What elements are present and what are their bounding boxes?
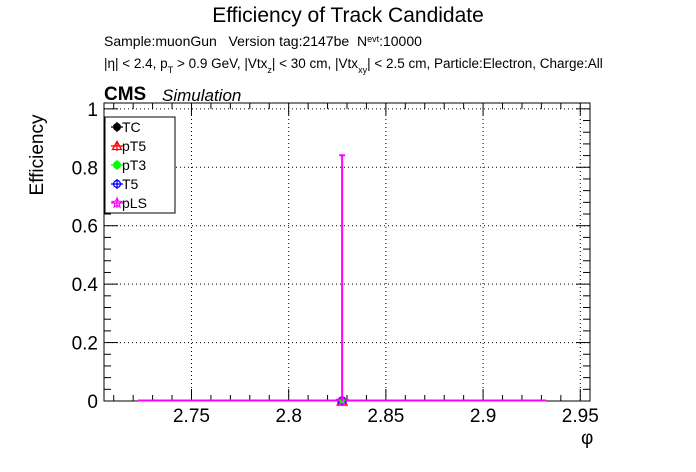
legend-marker-pt3 [113,161,121,169]
x-tick-label: 2.95 [562,406,599,427]
legend-marker-pls [110,196,124,209]
pt-vtxz-cut: > 0.9 GeV, |Vtx [173,56,268,71]
legend-label-t5: T5 [122,176,139,192]
x-tick-label: 2.75 [173,406,210,427]
plot-frame [103,102,591,402]
data-points [138,154,547,407]
y-tick-label: 0.8 [72,158,98,179]
legend-label-tc: TC [122,119,141,135]
version-tag-label: Version tag:2147be [228,33,350,49]
grid [104,103,590,401]
nevt-value: :10000 [379,33,422,49]
legend-marker-pt5 [111,140,123,151]
legend-label-pls: pLS [122,195,147,211]
eta-pt-cut: |η| < 2.4, p [104,56,168,71]
x-tick-label: 2.9 [470,406,496,427]
x-axis-label: φ [581,428,594,449]
simulation-label: Simulation [162,86,242,105]
nevt-symbol: N [356,33,368,49]
x-tick-label: 2.8 [275,406,301,427]
sample-info-line: Sample:muonGun Version tag:2147be Nevt:1… [104,33,422,49]
vtxz-vtxxy-cut: | < 30 cm, |Vtx [271,56,359,71]
y-tick-label: 0.6 [72,217,98,238]
legend-marker-t5 [112,179,122,189]
legend-label-pt5: pT5 [122,138,146,154]
y-tick-label: 0 [87,392,98,413]
legend: TC pT5 pT3 T5 pLS [104,116,176,214]
legend-marker-tc [113,123,121,131]
pt-subscript: T [167,65,174,75]
vtxz-subscript: z [267,65,272,75]
selection-cuts-line: |η| < 2.4, pT > 0.9 GeV, |Vtxz| < 30 cm,… [104,56,603,75]
nevt-subscript: evt [367,34,380,44]
particle-charge-cut: | < 2.5 cm, Particle:Electron, Charge:Al… [367,56,603,71]
y-tick-label: 1 [87,100,98,121]
cms-label: CMS [104,84,147,105]
y-tick-label: 0.2 [72,334,98,355]
y-tick-label: 0.4 [72,275,99,296]
data-point-pls [335,393,349,407]
legend-label-pt3: pT3 [122,157,146,173]
vtxxy-subscript: xy [358,65,368,75]
chart-title: Efficiency of Track Candidate [212,4,484,27]
x-tick-label: 2.85 [367,406,404,427]
sample-label: Sample:muonGun [104,33,217,49]
